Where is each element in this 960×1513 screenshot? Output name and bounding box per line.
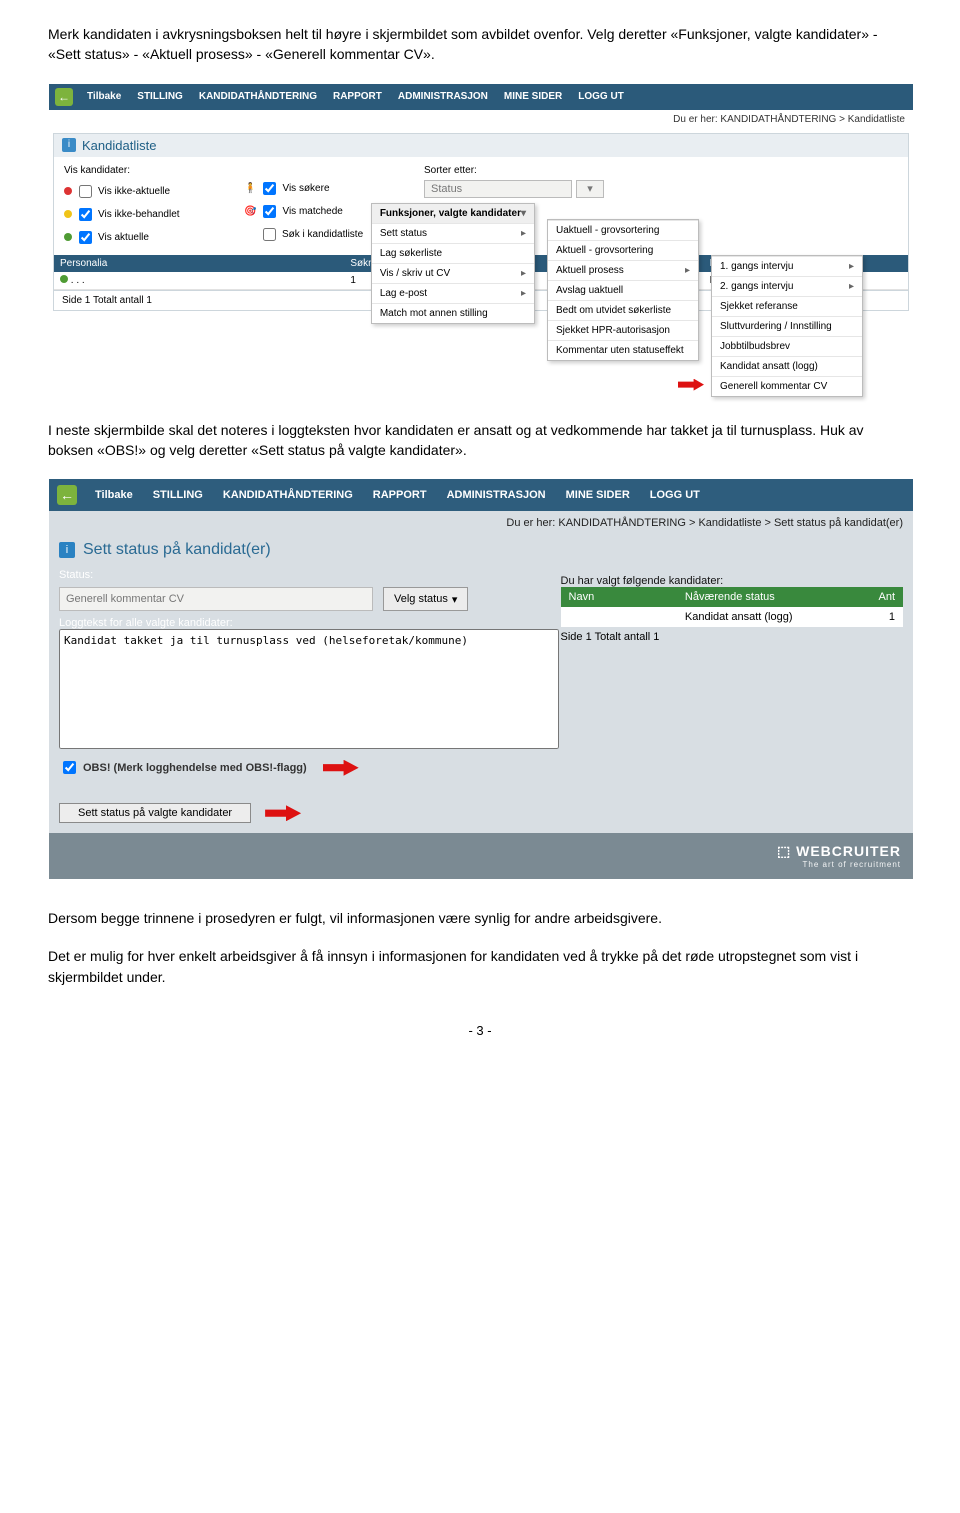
- menu-item[interactable]: Sluttvurdering / Innstilling: [712, 316, 862, 336]
- menu-item[interactable]: Kommentar uten statuseffekt: [548, 340, 698, 360]
- nav-item[interactable]: LOGG UT: [578, 91, 624, 102]
- filter-aktuelle[interactable]: Vis aktuelle: [64, 228, 204, 247]
- menu-item[interactable]: 1. gangs intervju▸: [712, 256, 862, 276]
- table-row: Kandidat ansatt (logg)1: [561, 607, 903, 627]
- nav-item[interactable]: STILLING: [137, 91, 183, 102]
- breadcrumb: Du er her: KANDIDATHÅNDTERING > Kandidat…: [49, 110, 913, 129]
- menu-item[interactable]: Aktuell prosess▸: [548, 260, 698, 280]
- menu-item[interactable]: Avslag uaktuell: [548, 280, 698, 300]
- menu-item[interactable]: Vis / skriv ut CV▸: [372, 263, 534, 283]
- menu-item[interactable]: Lag søkerliste: [372, 243, 534, 263]
- intro-para-2: I neste skjermbilde skal det noteres i l…: [48, 420, 912, 461]
- nav-item[interactable]: KANDIDATHÅNDTERING: [223, 489, 353, 501]
- chevron-down-icon: ▾: [452, 593, 458, 606]
- breadcrumb: Du er her: KANDIDATHÅNDTERING > Kandidat…: [49, 511, 913, 535]
- filter-ikke-aktuelle[interactable]: Vis ikke-aktuelle: [64, 182, 204, 201]
- menu-item[interactable]: 2. gangs intervju▸: [712, 276, 862, 296]
- set-status-button[interactable]: Sett status på valgte kandidater: [59, 803, 251, 823]
- menu-item[interactable]: Aktuell - grovsortering: [548, 240, 698, 260]
- menu-item[interactable]: Uaktuell - grovsortering: [548, 220, 698, 240]
- caret-right-icon: ▸: [849, 261, 854, 272]
- selected-table-header: NavnNåværende statusAnt: [561, 587, 903, 607]
- sort-label: Sorter etter:: [424, 165, 604, 176]
- status-label: Status:: [59, 569, 549, 581]
- nav-item[interactable]: KANDIDATHÅNDTERING: [199, 91, 317, 102]
- caret-right-icon: ▸: [521, 268, 526, 279]
- logtext-label: Loggtekst for alle valgte kandidater:: [59, 617, 549, 629]
- chevron-down-icon: ▾: [521, 208, 526, 219]
- menu-item[interactable]: Lag e-post▸: [372, 283, 534, 303]
- menu-item[interactable]: Sjekket referanse: [712, 296, 862, 316]
- nav-item[interactable]: MINE SIDER: [504, 91, 562, 102]
- screenshot-2: ← Tilbake STILLING KANDIDATHÅNDTERING RA…: [48, 478, 914, 880]
- obs-checkbox[interactable]: [63, 761, 76, 774]
- chevron-down-icon[interactable]: ▾: [576, 180, 604, 198]
- nav-back-label[interactable]: Tilbake: [95, 489, 133, 501]
- menu-item[interactable]: Bedt om utvidet søkerliste: [548, 300, 698, 320]
- nav-item[interactable]: LOGG UT: [650, 489, 700, 501]
- menu-funksjoner[interactable]: Funksjoner, valgte kandidater▾ Sett stat…: [371, 203, 535, 324]
- intro-para-3: Dersom begge trinnene i prosedyren er fu…: [48, 908, 912, 928]
- menu-item[interactable]: Kandidat ansatt (logg): [712, 356, 862, 376]
- nav-item[interactable]: RAPPORT: [333, 91, 382, 102]
- menu-sett-status[interactable]: Uaktuell - grovsortering Aktuell - grovs…: [547, 219, 699, 361]
- logtext-textarea[interactable]: [59, 629, 559, 749]
- screenshot-1: ← Tilbake STILLING KANDIDATHÅNDTERING RA…: [48, 83, 914, 396]
- velg-status-button[interactable]: Velg status▾: [383, 587, 468, 611]
- filter-sok[interactable]: Søk i kandidatliste: [244, 225, 384, 244]
- nav-item[interactable]: STILLING: [153, 489, 203, 501]
- red-arrow-icon: [678, 379, 704, 391]
- page-number: - 3 -: [48, 1023, 912, 1038]
- panel-header: iSett status på kandidat(er): [49, 535, 913, 569]
- top-nav-2: ← Tilbake STILLING KANDIDATHÅNDTERING RA…: [49, 479, 913, 511]
- back-button[interactable]: ←: [57, 485, 77, 505]
- target-icon: 🎯: [244, 206, 256, 217]
- menu-item-generell-kommentar[interactable]: Generell kommentar CV: [712, 376, 862, 396]
- obs-label: OBS! (Merk logghendelse med OBS!-flagg): [83, 762, 307, 774]
- caret-right-icon: ▸: [521, 288, 526, 299]
- selected-candidates-label: Du har valgt følgende kandidater:: [561, 575, 903, 587]
- red-arrow-icon: [265, 805, 301, 821]
- intro-para-4: Det er mulig for hver enkelt arbeidsgive…: [48, 946, 912, 987]
- nav-back-label[interactable]: Tilbake: [87, 91, 121, 102]
- info-icon: i: [59, 542, 75, 558]
- caret-right-icon: ▸: [685, 265, 690, 276]
- caret-right-icon: ▸: [521, 228, 526, 239]
- menu-item[interactable]: Match mot annen stilling: [372, 303, 534, 323]
- filter-ikke-behandlet[interactable]: Vis ikke-behandlet: [64, 205, 204, 224]
- th-personalia: Personalia: [54, 255, 344, 272]
- intro-para-1: Merk kandidaten i avkrysningsboksen helt…: [48, 24, 912, 65]
- red-arrow-icon: [323, 760, 359, 776]
- filter-matchede[interactable]: 🎯Vis matchede: [244, 202, 384, 221]
- menu-item[interactable]: Sjekket HPR-autorisasjon: [548, 320, 698, 340]
- caret-right-icon: ▸: [849, 281, 854, 292]
- nav-item[interactable]: ADMINISTRASJON: [398, 91, 488, 102]
- menu-aktuell-prosess[interactable]: 1. gangs intervju▸ 2. gangs intervju▸ Sj…: [711, 255, 863, 397]
- sort-select[interactable]: Status: [424, 180, 572, 198]
- nav-item[interactable]: ADMINISTRASJON: [447, 489, 546, 501]
- nav-item[interactable]: MINE SIDER: [566, 489, 630, 501]
- menu-item[interactable]: Sett status▸: [372, 223, 534, 243]
- show-label: Vis kandidater:: [64, 165, 204, 176]
- filter-sokere[interactable]: 🧍Vis søkere: [244, 179, 384, 198]
- panel-header: iKandidatliste: [54, 134, 908, 157]
- person-icon: 🧍: [244, 183, 256, 194]
- nav-item[interactable]: RAPPORT: [373, 489, 427, 501]
- status-input[interactable]: Generell kommentar CV: [59, 587, 373, 611]
- top-nav: ← Tilbake STILLING KANDIDATHÅNDTERING RA…: [49, 84, 913, 110]
- menu-item[interactable]: Jobbtilbudsbrev: [712, 336, 862, 356]
- info-icon: i: [62, 138, 76, 152]
- pager: Side 1 Totalt antall 1: [561, 627, 903, 647]
- back-button[interactable]: ←: [55, 88, 73, 106]
- footer-brand: ⬚ WEBCRUITER The art of recruitment: [49, 833, 913, 879]
